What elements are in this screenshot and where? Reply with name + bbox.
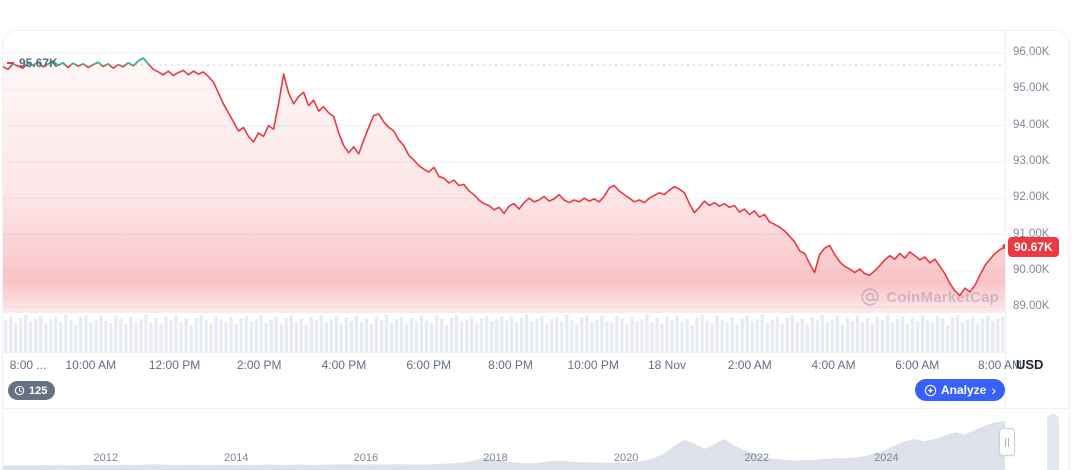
time-tick: 2:00 PM xyxy=(236,358,282,372)
time-tick: 4:00 PM xyxy=(321,358,367,372)
year-tick: 2012 xyxy=(93,452,118,464)
time-tick: 10:00 AM xyxy=(65,358,117,372)
price-tick: 95.00K xyxy=(1013,82,1050,95)
navigator-divider xyxy=(2,408,1070,409)
price-tick: 96.00K xyxy=(1013,46,1050,58)
year-tick: 2014 xyxy=(224,452,249,464)
open-price-text: 95.67K xyxy=(19,56,58,70)
time-tick: 12:00 PM xyxy=(148,358,201,372)
navigator-resize-handle[interactable] xyxy=(999,428,1015,456)
time-tick: 2:00 AM xyxy=(727,358,772,372)
time-axis: 8:00 ... 10:00 AM 12:00 PM 2:00 PM 4:00 PM 6:… xyxy=(3,352,1022,378)
history-count-badge[interactable]: 125 xyxy=(8,381,56,400)
clock-icon xyxy=(14,385,25,396)
price-tick: 90.00K xyxy=(1013,263,1050,276)
price-tick: 94.00K xyxy=(1013,118,1050,131)
time-tick: 8:00 AM xyxy=(977,358,1022,372)
year-tick: 2022 xyxy=(744,452,769,464)
vertical-scrollbar-thumb[interactable] xyxy=(1047,414,1059,470)
time-tick: 18 Nov xyxy=(648,358,687,372)
price-plot[interactable]: CoinMarketCap 95.67K xyxy=(3,31,1005,353)
open-price-marker xyxy=(7,62,14,64)
history-count-text: 125 xyxy=(29,384,48,397)
time-tick: 10:00 PM xyxy=(567,358,619,372)
axis-separator xyxy=(1005,30,1006,408)
analyze-button[interactable]: Analyze › xyxy=(914,379,1005,401)
year-tick: 2018 xyxy=(483,452,508,464)
timeline-navigator[interactable]: 2012 2014 2016 2018 2020 2022 2024 xyxy=(3,409,1005,470)
navigator-svg[interactable] xyxy=(3,409,1005,470)
current-price-badge: 90.67K xyxy=(1008,236,1059,257)
price-axis: 90.67K 96.00K 95.00K 94.00K 93.00K 92.00K 91.… xyxy=(1005,31,1072,352)
chevron-right-icon: › xyxy=(991,382,996,398)
sparkle-icon xyxy=(924,384,937,396)
time-tick: 6:00 AM xyxy=(895,358,940,372)
year-tick: 2024 xyxy=(874,452,899,464)
time-tick: 6:00 PM xyxy=(406,358,452,372)
year-tick: 2020 xyxy=(613,452,639,464)
price-tick: 93.00K xyxy=(1013,154,1050,167)
open-price-label: 95.67K xyxy=(7,56,58,70)
analyze-label: Analyze xyxy=(940,383,987,397)
usd-unit-label: USD xyxy=(1016,357,1044,372)
time-tick: 8:00 PM xyxy=(488,358,533,372)
price-tick: 92.00K xyxy=(1013,191,1050,204)
price-tick: 89.00K xyxy=(1013,300,1050,313)
price-chart-svg[interactable] xyxy=(3,31,1005,353)
time-tick: 4:00 AM xyxy=(811,358,856,372)
time-tick: 8:00 ... xyxy=(9,358,47,372)
year-tick: 2016 xyxy=(353,452,379,464)
